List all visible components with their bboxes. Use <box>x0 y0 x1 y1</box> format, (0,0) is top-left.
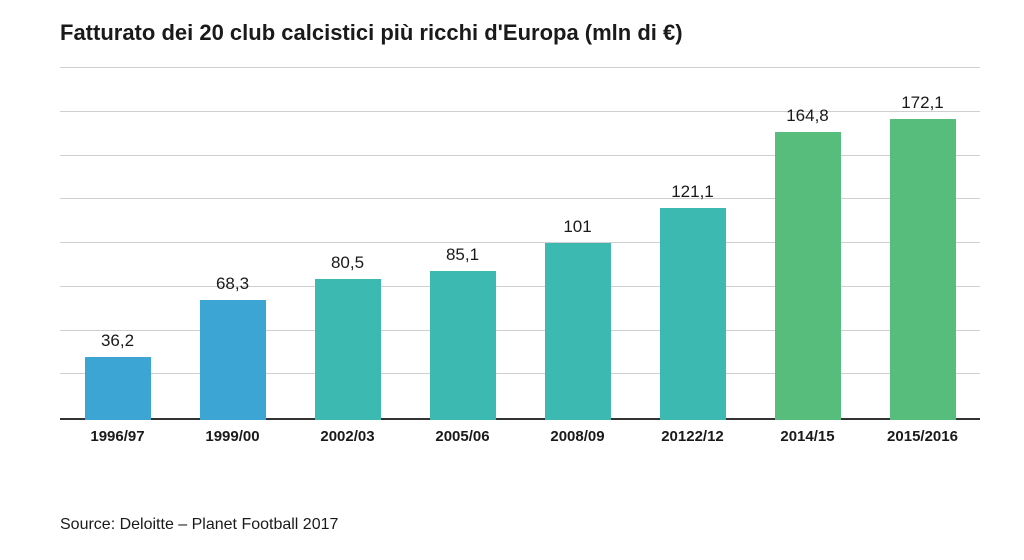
chart-area: 36,2 68,3 80,5 85,1 101 121,1 164,8 172,1 1996/… <box>60 70 980 460</box>
x-axis-label: 2008/09 <box>520 428 635 445</box>
x-axis-label: 2002/03 <box>290 428 405 445</box>
bar-value-label: 85,1 <box>446 245 479 265</box>
chart-title: Fatturato dei 20 club calcistici più ric… <box>60 20 984 46</box>
bar-value-label: 121,1 <box>671 182 714 202</box>
bar-slot: 85,1 <box>405 70 520 420</box>
bar-slot: 172,1 <box>865 70 980 420</box>
bar <box>775 132 841 420</box>
bar-value-label: 68,3 <box>216 274 249 294</box>
bar <box>430 271 496 420</box>
x-axis-label: 1996/97 <box>60 428 175 445</box>
bar-slot: 68,3 <box>175 70 290 420</box>
x-axis-label: 1999/00 <box>175 428 290 445</box>
bars-container: 36,2 68,3 80,5 85,1 101 121,1 164,8 172,1 <box>60 70 980 420</box>
bar <box>200 300 266 420</box>
x-axis-label: 2015/2016 <box>865 428 980 445</box>
x-axis-label: 20122/12 <box>635 428 750 445</box>
x-axis-label: 2014/15 <box>750 428 865 445</box>
source-text: Source: Deloitte – Planet Football 2017 <box>60 516 984 534</box>
bar <box>890 119 956 420</box>
bar-value-label: 80,5 <box>331 253 364 273</box>
bar-slot: 164,8 <box>750 70 865 420</box>
bar-slot: 101 <box>520 70 635 420</box>
bar-value-label: 36,2 <box>101 331 134 351</box>
bar-value-label: 164,8 <box>786 106 829 126</box>
bar <box>315 279 381 420</box>
gridline <box>60 67 980 68</box>
bar-value-label: 101 <box>563 217 591 237</box>
bar-slot: 36,2 <box>60 70 175 420</box>
bar <box>85 357 151 420</box>
bar-slot: 121,1 <box>635 70 750 420</box>
plot-area: 36,2 68,3 80,5 85,1 101 121,1 164,8 172,1 <box>60 70 980 420</box>
x-axis-label: 2005/06 <box>405 428 520 445</box>
bar-slot: 80,5 <box>290 70 405 420</box>
bar-value-label: 172,1 <box>901 93 944 113</box>
x-axis-labels: 1996/971999/002002/032005/062008/0920122… <box>60 428 980 445</box>
bar <box>545 243 611 420</box>
bar <box>660 208 726 420</box>
